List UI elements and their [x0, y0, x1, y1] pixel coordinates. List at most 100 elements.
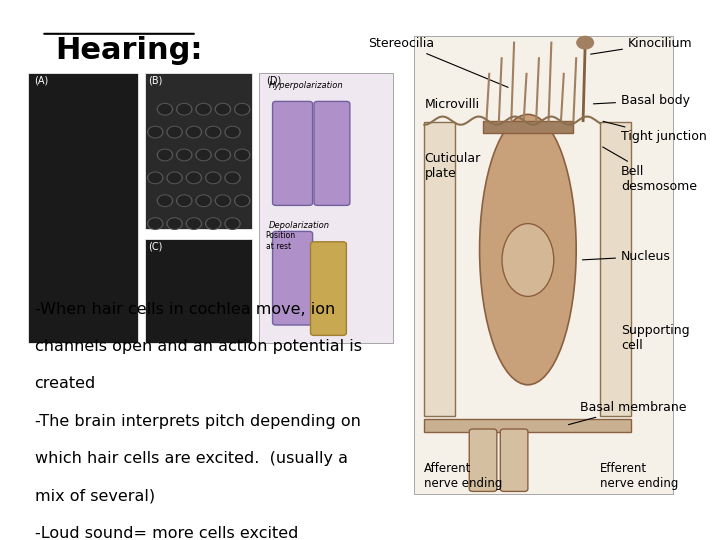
Circle shape	[235, 195, 250, 206]
Text: which hair cells are excited.  (usually a: which hair cells are excited. (usually a	[35, 451, 348, 467]
FancyBboxPatch shape	[600, 122, 631, 416]
FancyBboxPatch shape	[273, 102, 312, 205]
Text: Hearing:: Hearing:	[55, 36, 203, 65]
Circle shape	[215, 149, 230, 161]
Text: Supporting
cell: Supporting cell	[621, 324, 690, 352]
Circle shape	[158, 105, 171, 114]
Text: (B): (B)	[148, 76, 163, 85]
Circle shape	[149, 173, 161, 183]
Circle shape	[577, 36, 593, 49]
Circle shape	[197, 196, 210, 205]
Text: -The brain interprets pitch depending on: -The brain interprets pitch depending on	[35, 414, 361, 429]
Text: Basal membrane: Basal membrane	[569, 401, 686, 424]
Text: Efferent
nerve ending: Efferent nerve ending	[600, 462, 679, 490]
Circle shape	[188, 173, 200, 183]
Circle shape	[149, 127, 161, 137]
Circle shape	[158, 195, 173, 206]
Circle shape	[158, 149, 173, 161]
Circle shape	[226, 127, 239, 137]
Text: Cuticular
plate: Cuticular plate	[424, 152, 481, 180]
FancyBboxPatch shape	[258, 73, 393, 343]
Circle shape	[196, 195, 211, 206]
Circle shape	[236, 196, 248, 205]
Circle shape	[217, 105, 229, 114]
FancyBboxPatch shape	[483, 121, 572, 133]
Circle shape	[236, 150, 248, 160]
Circle shape	[178, 105, 191, 114]
Circle shape	[176, 149, 192, 161]
Circle shape	[188, 219, 200, 228]
Circle shape	[226, 219, 239, 228]
Circle shape	[207, 173, 220, 183]
Circle shape	[176, 104, 192, 115]
Circle shape	[168, 127, 181, 137]
Circle shape	[158, 150, 171, 160]
Circle shape	[167, 218, 182, 230]
Circle shape	[148, 172, 163, 184]
Circle shape	[196, 149, 211, 161]
Text: created: created	[35, 376, 96, 392]
Circle shape	[168, 219, 181, 228]
Text: Position
at rest: Position at rest	[266, 232, 296, 251]
Circle shape	[206, 218, 221, 230]
Text: Microvilli: Microvilli	[424, 98, 480, 111]
Text: mix of several): mix of several)	[35, 489, 155, 504]
Text: (A): (A)	[35, 76, 49, 85]
Text: -Loud sound= more cells excited: -Loud sound= more cells excited	[35, 526, 298, 540]
FancyBboxPatch shape	[273, 232, 312, 325]
Circle shape	[167, 126, 182, 138]
Circle shape	[225, 218, 240, 230]
Circle shape	[197, 150, 210, 160]
Circle shape	[217, 150, 229, 160]
FancyBboxPatch shape	[414, 36, 672, 494]
Circle shape	[176, 195, 192, 206]
FancyBboxPatch shape	[500, 429, 528, 491]
Text: channels open and an action potential is: channels open and an action potential is	[35, 339, 361, 354]
Text: (D): (D)	[266, 76, 281, 85]
Circle shape	[206, 172, 221, 184]
Circle shape	[167, 172, 182, 184]
Circle shape	[207, 127, 220, 137]
Circle shape	[186, 126, 202, 138]
Text: Afferent
nerve ending: Afferent nerve ending	[424, 462, 503, 490]
FancyBboxPatch shape	[424, 122, 456, 416]
Circle shape	[186, 172, 202, 184]
FancyBboxPatch shape	[424, 418, 631, 431]
Circle shape	[148, 218, 163, 230]
Text: -When hair cells in cochlea move, ion: -When hair cells in cochlea move, ion	[35, 302, 335, 316]
Circle shape	[225, 172, 240, 184]
Text: (C): (C)	[148, 242, 163, 252]
FancyBboxPatch shape	[314, 102, 350, 205]
Circle shape	[149, 219, 161, 228]
Circle shape	[186, 218, 202, 230]
Circle shape	[197, 105, 210, 114]
Circle shape	[215, 104, 230, 115]
Circle shape	[225, 126, 240, 138]
FancyBboxPatch shape	[145, 73, 252, 229]
Circle shape	[215, 195, 230, 206]
Ellipse shape	[480, 114, 576, 385]
Circle shape	[188, 127, 200, 137]
Circle shape	[235, 149, 250, 161]
Circle shape	[206, 126, 221, 138]
Circle shape	[217, 196, 229, 205]
Circle shape	[158, 104, 173, 115]
Ellipse shape	[502, 224, 554, 296]
Circle shape	[235, 104, 250, 115]
Circle shape	[178, 196, 191, 205]
Text: Stereocilia: Stereocilia	[369, 37, 508, 87]
Circle shape	[196, 104, 211, 115]
Circle shape	[178, 150, 191, 160]
Circle shape	[168, 173, 181, 183]
Circle shape	[158, 196, 171, 205]
FancyBboxPatch shape	[310, 242, 346, 335]
Text: Nucleus: Nucleus	[582, 250, 671, 263]
Text: Hyperpolarization: Hyperpolarization	[269, 80, 343, 90]
FancyBboxPatch shape	[469, 429, 497, 491]
Circle shape	[148, 126, 163, 138]
Circle shape	[207, 219, 220, 228]
Circle shape	[226, 173, 239, 183]
Text: Bell
desmosome: Bell desmosome	[603, 147, 697, 193]
FancyBboxPatch shape	[145, 239, 252, 343]
Circle shape	[236, 105, 248, 114]
